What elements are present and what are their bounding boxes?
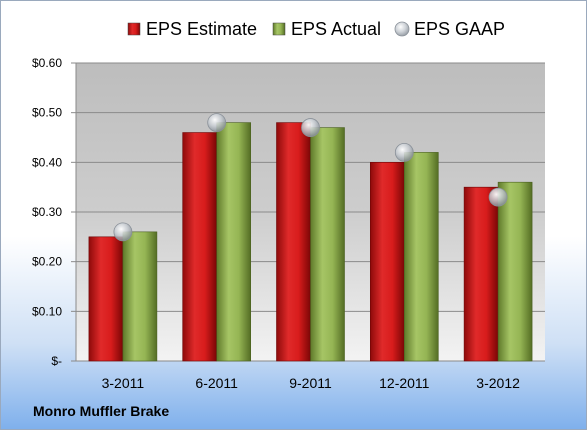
marker-eps-gaap bbox=[394, 142, 414, 162]
legend-swatch bbox=[272, 22, 286, 36]
bar-eps-actual bbox=[216, 122, 251, 362]
bar-eps-actual bbox=[497, 181, 533, 362]
marker-eps-gaap bbox=[488, 187, 508, 207]
legend-swatch bbox=[394, 21, 410, 37]
legend-label: EPS Estimate bbox=[146, 19, 257, 39]
y-tick-label: $0.20 bbox=[32, 255, 62, 269]
bar-eps-estimate bbox=[88, 236, 124, 362]
x-tick-label: 3-2011 bbox=[102, 375, 145, 391]
bar-eps-actual bbox=[310, 127, 345, 362]
x-tick-label: 9-2011 bbox=[289, 375, 332, 391]
bar-eps-estimate bbox=[369, 162, 405, 362]
legend-swatch bbox=[127, 22, 141, 36]
y-tick-label: $0.30 bbox=[32, 205, 62, 219]
x-tick-label: 6-2011 bbox=[195, 375, 238, 391]
y-tick-label: $0.60 bbox=[32, 56, 62, 70]
marker-eps-gaap bbox=[113, 222, 133, 242]
y-tick-label: $0.50 bbox=[32, 106, 62, 120]
marker-eps-gaap bbox=[301, 118, 320, 137]
bar-eps-estimate bbox=[463, 186, 499, 362]
bar-eps-estimate bbox=[182, 132, 217, 362]
y-tick-label: $0.10 bbox=[32, 304, 62, 318]
legend-label: EPS Actual bbox=[291, 19, 381, 39]
eps-chart: $- $0.10 $0.20 $0.30 $0.40 $0.50 $0.60 3-2011 6… bbox=[32, 19, 545, 391]
y-tick-label: $- bbox=[51, 354, 62, 368]
bar-eps-estimate bbox=[276, 122, 311, 362]
legend-label: EPS GAAP bbox=[414, 19, 505, 39]
x-tick-label: 3-2012 bbox=[476, 375, 520, 391]
bar-eps-actual bbox=[122, 231, 158, 362]
marker-eps-gaap bbox=[207, 113, 227, 132]
bar-eps-actual bbox=[403, 152, 439, 362]
company-name: Monro Muffler Brake bbox=[33, 403, 170, 419]
x-tick-label: 12-2011 bbox=[379, 375, 430, 391]
y-tick-label: $0.40 bbox=[32, 155, 62, 169]
